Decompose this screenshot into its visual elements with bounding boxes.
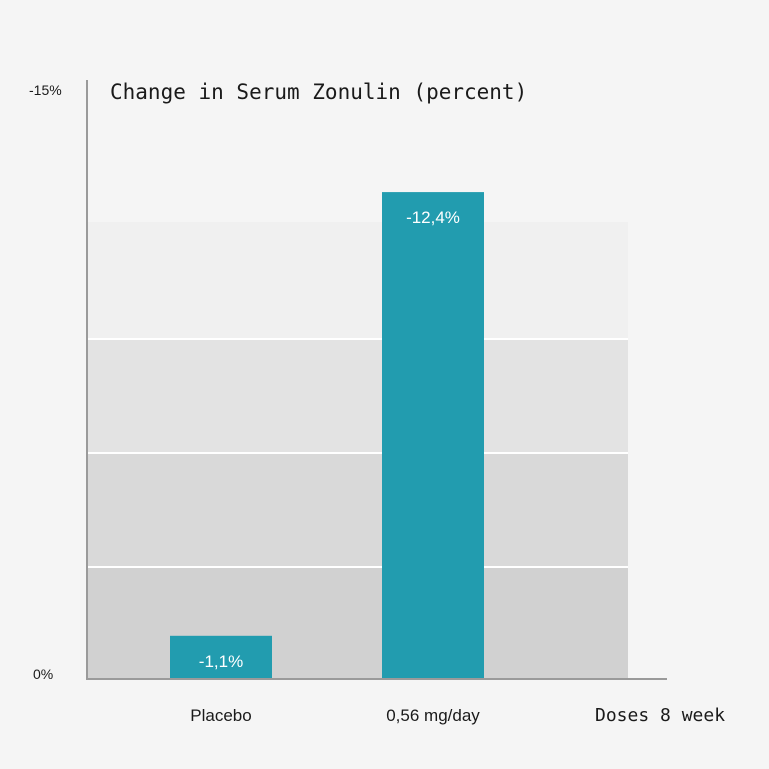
y-tick-top: -15% <box>29 82 62 98</box>
bar <box>382 192 484 680</box>
data-labels-group: -1,1% -12,4% <box>199 208 460 671</box>
background-band <box>88 567 628 679</box>
chart-title: Change in Serum Zonulin (percent) <box>110 80 527 104</box>
x-category-label: Placebo <box>190 706 251 725</box>
x-axis-label: Doses 8 week <box>595 705 725 726</box>
background-band <box>88 222 628 339</box>
background-band <box>88 339 628 453</box>
bar-value-label: -1,1% <box>199 652 243 671</box>
category-labels-group: Placebo 0,56 mg/day <box>190 706 480 725</box>
background-band <box>88 453 628 567</box>
background-bands <box>88 222 628 679</box>
x-category-label: 0,56 mg/day <box>386 706 480 725</box>
y-tick-bottom: 0% <box>33 666 53 682</box>
bar-value-label: -12,4% <box>406 208 460 227</box>
bars-group <box>170 192 484 680</box>
bar <box>170 635 272 679</box>
